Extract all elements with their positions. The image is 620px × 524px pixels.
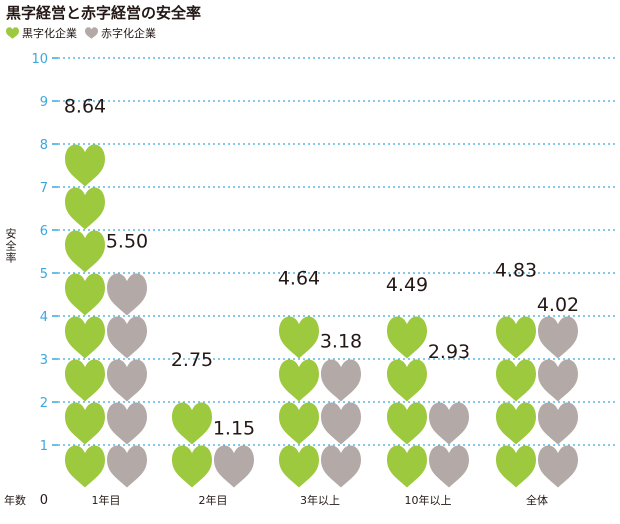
heart-icon (538, 445, 578, 488)
heart-icon (65, 144, 105, 187)
bar-1-3 (429, 360, 469, 488)
heart-icon (107, 273, 147, 316)
y-tick-label: 2 (40, 396, 48, 411)
heart-icon (496, 402, 536, 445)
legend-label-profit: 黒字化企業 (22, 27, 77, 40)
heart-icon (65, 316, 105, 359)
heart-icon (538, 359, 578, 402)
data-label: 8.64 (64, 95, 106, 117)
x-axis-label: 年数 (4, 493, 26, 507)
heart-icon (279, 402, 319, 445)
heart-icon (429, 360, 469, 402)
y-tick-label: 10 (31, 52, 48, 67)
data-label: 2.75 (171, 349, 213, 371)
data-label: 2.93 (428, 341, 470, 363)
bar-1-1 (214, 445, 254, 488)
heart-icon (387, 316, 427, 359)
heart-icon (107, 402, 147, 445)
heart-icon (429, 445, 469, 488)
heart-icon (387, 402, 427, 445)
category-label: 2年目 (199, 493, 228, 507)
data-label: 3.18 (320, 330, 362, 352)
heart-icon (538, 316, 578, 359)
bar-0-3 (387, 316, 427, 488)
bar-0-0 (65, 144, 105, 488)
heart-icon (429, 402, 469, 445)
heart-icon (496, 316, 536, 359)
y-tick-label: 8 (40, 138, 48, 153)
heart-icon (85, 27, 98, 39)
category-label: 全体 (526, 493, 548, 507)
heart-icon (172, 402, 212, 445)
data-label: 4.02 (537, 294, 579, 316)
y-axis-label: 安全率 (4, 228, 17, 264)
category-label: 10年以上 (405, 493, 452, 507)
y-tick-label: 3 (40, 353, 48, 368)
y-tick-label: 6 (40, 224, 48, 239)
heart-icon (321, 359, 361, 402)
y-tick-label: 9 (40, 95, 48, 110)
data-label: 4.64 (278, 267, 320, 289)
bar-1-0 (107, 273, 147, 488)
chart-title: 黒字経営と赤字経営の安全率 (6, 4, 202, 22)
heart-icon (65, 402, 105, 445)
legend-item-profit: 黒字化企業 (6, 25, 77, 41)
legend-label-loss: 赤字化企業 (101, 27, 156, 40)
heart-icon (107, 359, 147, 402)
y-tick-label: 0 (40, 493, 48, 508)
y-tick-label: 7 (40, 181, 48, 196)
heart-icon (65, 187, 105, 230)
heart-icon (279, 359, 319, 402)
bar-1-2 (321, 359, 361, 488)
data-label: 5.50 (106, 231, 148, 253)
data-label: 4.49 (386, 274, 428, 296)
category-label: 1年目 (92, 493, 121, 507)
heart-icon (214, 445, 254, 488)
heart-icon (65, 273, 105, 316)
heart-icon (279, 316, 319, 359)
heart-icon (107, 445, 147, 488)
y-tick-label: 4 (40, 310, 48, 325)
heart-icon (65, 359, 105, 402)
bar-0-1 (172, 402, 212, 488)
heart-icon (496, 359, 536, 402)
bar-1-4 (538, 316, 578, 488)
legend-item-loss: 赤字化企業 (85, 25, 156, 41)
y-tick-label: 1 (40, 439, 48, 454)
heart-icon (65, 230, 105, 273)
heart-icon (321, 402, 361, 445)
heart-icon (538, 402, 578, 445)
legend: 黒字化企業 赤字化企業 (6, 25, 164, 41)
bar-0-2 (279, 316, 319, 488)
y-tick-label: 5 (40, 267, 48, 282)
category-label: 3年以上 (300, 493, 340, 507)
data-label: 1.15 (213, 418, 255, 440)
data-label: 4.83 (495, 259, 537, 281)
heart-icon (107, 316, 147, 359)
heart-icon (279, 445, 319, 488)
bar-0-4 (496, 316, 536, 488)
heart-icon (496, 445, 536, 488)
heart-icon (387, 359, 427, 402)
heart-icon (387, 445, 427, 488)
heart-icon (6, 27, 19, 39)
heart-icon (321, 445, 361, 488)
heart-icon (172, 445, 212, 488)
heart-icon (65, 445, 105, 488)
